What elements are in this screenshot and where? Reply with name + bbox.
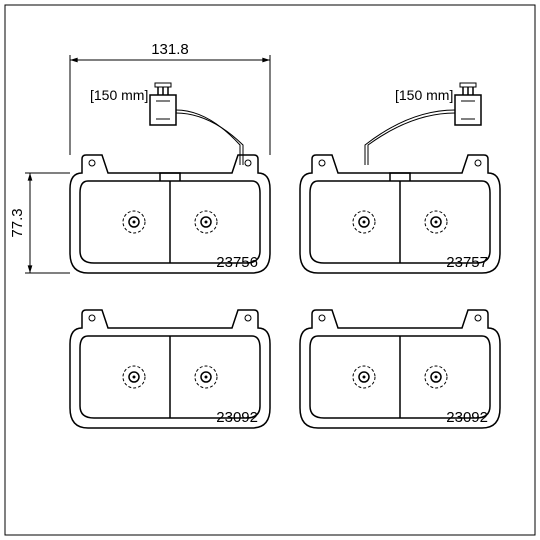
width-dimension: 131.8: [151, 41, 189, 58]
pad-id-bottom-right: 23092: [446, 409, 488, 426]
wire-label-right: [150 mm]: [395, 87, 453, 103]
brake-pad-diagram: 131.8 77.3 [150 mm] [150 mm] 23756 23757 23092…: [0, 0, 540, 540]
pad-id-top-right: 23757: [446, 254, 488, 271]
wire-label-left: [150 mm]: [90, 87, 148, 103]
height-dimension: 77.3: [9, 208, 26, 237]
pad-id-bottom-left: 23092: [216, 409, 258, 426]
pad-id-top-left: 23756: [216, 254, 258, 271]
